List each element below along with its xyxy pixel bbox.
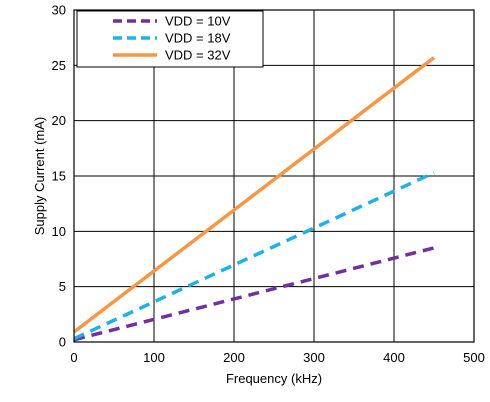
- x-tick-label: 400: [383, 350, 405, 365]
- x-axis-title: Frequency (kHz): [226, 371, 322, 386]
- y-tick-label: 10: [52, 224, 66, 239]
- x-tick-label: 0: [70, 350, 77, 365]
- x-tick-label: 200: [223, 350, 245, 365]
- legend-label: VDD = 10V: [165, 14, 231, 29]
- legend-box: [76, 10, 264, 68]
- legend: VDD = 10V VDD = 18V VDD = 32V: [76, 10, 264, 68]
- y-tick-label: 15: [52, 169, 66, 184]
- y-tick-label: 25: [52, 58, 66, 73]
- x-tick-label: 100: [143, 350, 165, 365]
- series-lines: [72, 56, 436, 342]
- y-tick-label: 0: [59, 335, 66, 350]
- legend-label: VDD = 32V: [165, 48, 231, 63]
- x-tick-label: 300: [303, 350, 325, 365]
- x-tick-label: 500: [463, 350, 485, 365]
- series-line-3: [72, 56, 436, 334]
- axes: 0 100 200 300 400 500 0 5 10 15 20 25 30 Frequency (k…: [32, 3, 485, 387]
- series-line-2: [73, 171, 435, 341]
- y-axis-title: Supply Current (mA): [32, 117, 47, 235]
- plot-frame: [73, 9, 475, 343]
- y-tick-label: 5: [59, 279, 66, 294]
- series-line-1: [73, 246, 435, 342]
- y-tick-label: 30: [52, 3, 66, 18]
- y-tick-label: 20: [52, 113, 66, 128]
- legend-label: VDD = 18V: [165, 31, 231, 46]
